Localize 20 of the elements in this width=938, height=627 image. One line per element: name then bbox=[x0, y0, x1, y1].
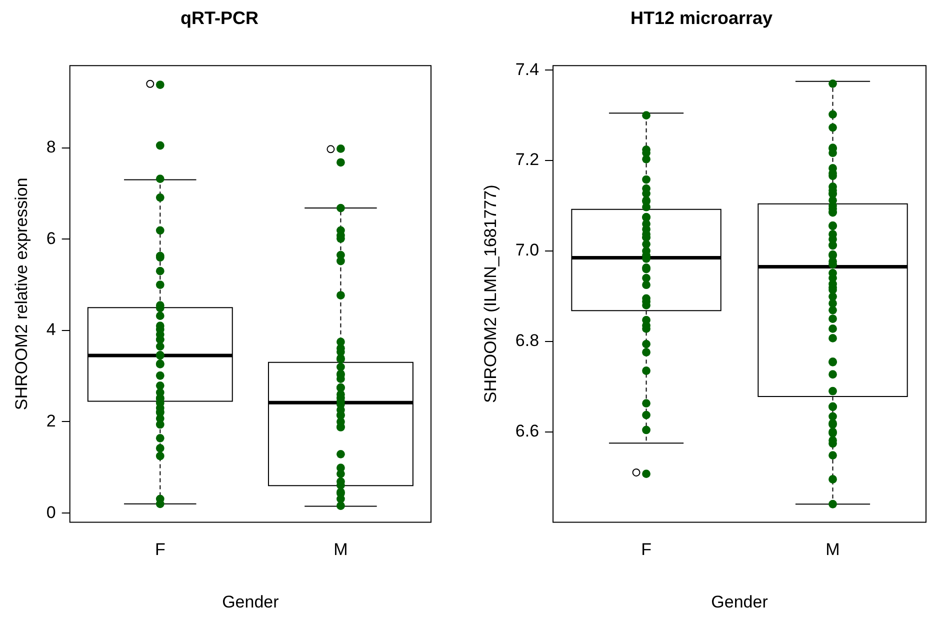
y-tick-label: 6 bbox=[46, 228, 56, 248]
x-axis-title: Gender bbox=[711, 592, 768, 612]
x-tick-label: F bbox=[154, 540, 166, 560]
y-tick-label: 8 bbox=[46, 137, 56, 156]
x-axis-title: Gender bbox=[222, 592, 280, 612]
x-tick-label: M bbox=[826, 540, 840, 560]
chart-title: HT12 microarray bbox=[630, 8, 773, 28]
y-tick-label: 4 bbox=[46, 320, 56, 340]
y-axis-title: SHROOM2 relative expression bbox=[12, 178, 31, 410]
x-tick-label: F bbox=[641, 540, 652, 560]
y-tick-label: 6.6 bbox=[515, 421, 540, 440]
chart-title: qRT-PCR bbox=[180, 8, 258, 28]
y-tick-label: 7.4 bbox=[515, 60, 540, 79]
y-tick-label: 2 bbox=[46, 411, 56, 430]
y-axis-title: SHROOM2 (ILMN_1681777) bbox=[480, 184, 500, 404]
y-tick-label: 7.2 bbox=[515, 150, 540, 170]
y-tick-label: 0 bbox=[46, 502, 56, 522]
x-tick-label: M bbox=[334, 540, 348, 560]
y-tick-label: 7.0 bbox=[515, 240, 540, 260]
y-tick-label: 6.8 bbox=[515, 331, 540, 350]
